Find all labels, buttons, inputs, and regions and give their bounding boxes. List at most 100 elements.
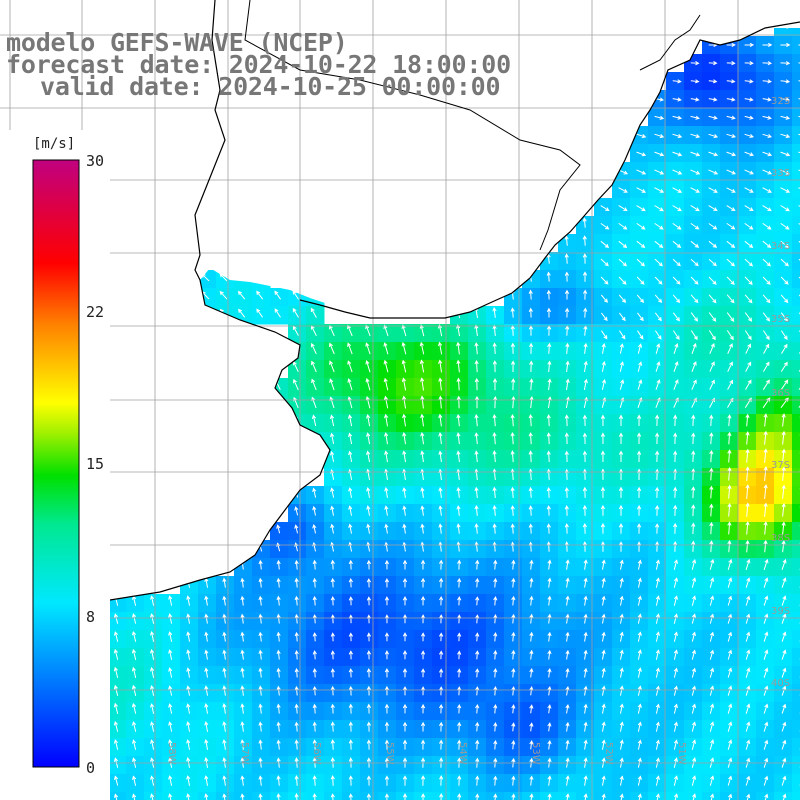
wind-arrow: [384, 523, 389, 534]
wind-cell: [792, 252, 800, 271]
wind-arrow: [709, 631, 715, 642]
wind-arrow: [564, 505, 569, 516]
wind-arrow: [402, 505, 407, 516]
wind-arrow: [654, 450, 660, 463]
wind-arrow: [276, 524, 281, 534]
wind-cell: [792, 522, 800, 541]
wind-arrow: [438, 721, 444, 732]
wind-arrow: [294, 667, 299, 678]
wind-cell: [792, 666, 800, 685]
colorbar-unit: [m/s]: [33, 136, 75, 152]
wind-arrow: [420, 614, 426, 624]
wind-arrow: [637, 721, 642, 732]
wind-arrow: [366, 739, 372, 750]
wind-arrow: [131, 630, 137, 642]
wind-arrow: [763, 502, 768, 517]
wind-arrow: [601, 360, 606, 372]
wind-arrow: [708, 330, 716, 341]
wind-arrow: [565, 775, 570, 786]
wind-arrow: [420, 559, 426, 570]
wind-arrow: [511, 704, 516, 714]
wind-arrow: [709, 432, 714, 445]
wind-arrow: [365, 324, 371, 337]
wind-arrow: [475, 614, 480, 624]
wind-cell: [792, 576, 800, 595]
wind-arrow: [601, 631, 606, 642]
wind-arrow: [762, 330, 770, 341]
wind-arrow: [437, 341, 443, 355]
wind-arrow: [744, 276, 753, 285]
wind-arrow: [601, 559, 606, 570]
wind-arrow: [762, 151, 773, 157]
wind-cell: [792, 90, 800, 109]
wind-arrow: [654, 312, 662, 322]
wind-arrow: [510, 307, 515, 318]
wind-arrow: [781, 502, 786, 517]
wind-arrow: [691, 379, 697, 390]
wind-arrow: [691, 631, 696, 642]
wind-arrow: [348, 559, 353, 570]
wind-arrow: [511, 378, 516, 391]
wind-arrow: [311, 414, 317, 427]
wind-arrow: [727, 431, 732, 445]
wind-arrow: [294, 577, 299, 588]
wind-arrow: [294, 775, 299, 786]
wind-arrow: [330, 775, 335, 786]
wind-arrow: [782, 793, 787, 800]
wind-arrow: [492, 342, 497, 355]
wind-arrow: [637, 685, 642, 696]
wind-arrow: [709, 540, 714, 553]
wind-arrow: [673, 631, 678, 642]
wind-arrow: [402, 793, 408, 800]
wind-arrow: [565, 721, 570, 732]
wind-arrow: [439, 793, 444, 800]
wind-arrow: [402, 559, 408, 570]
wind-arrow: [744, 151, 754, 157]
wind-arrow: [402, 596, 408, 606]
wind-arrow: [310, 342, 317, 355]
wind-arrow: [365, 342, 371, 355]
wind-cell: [792, 180, 800, 199]
wind-arrow: [744, 187, 754, 193]
wind-arrow: [150, 595, 155, 606]
wind-arrow: [745, 649, 751, 660]
wind-arrow: [763, 430, 768, 445]
wind-arrow: [619, 739, 624, 750]
wind-arrow: [691, 721, 697, 732]
wind-arrow: [365, 377, 371, 391]
wind-arrow: [781, 540, 786, 553]
wind-arrow: [745, 521, 750, 535]
wind-arrow: [276, 721, 281, 732]
wind-arrow: [727, 558, 733, 571]
wind-arrow: [673, 414, 678, 427]
wind-arrow: [276, 649, 281, 660]
wind-arrow: [292, 307, 299, 318]
wind-arrow: [401, 341, 407, 355]
wind-arrow: [619, 613, 624, 624]
wind-arrow: [780, 222, 790, 230]
wind-arrow: [691, 613, 697, 624]
wind-arrow: [619, 379, 625, 390]
wind-arrow: [493, 685, 498, 696]
wind-arrow: [565, 703, 570, 714]
wind-arrow: [276, 577, 281, 588]
wind-arrow: [763, 577, 769, 588]
wind-arrow: [168, 667, 173, 678]
wind-arrow: [654, 258, 663, 267]
wind-arrow: [780, 258, 789, 267]
wind-arrow: [763, 558, 769, 571]
wind-arrow: [294, 631, 299, 642]
wind-arrow: [402, 721, 408, 732]
wind-arrow: [582, 432, 588, 445]
wind-arrow: [726, 240, 736, 248]
wind-arrow: [348, 703, 353, 714]
wind-arrow: [672, 276, 681, 285]
wind-arrow: [673, 432, 678, 445]
wind-arrow: [672, 79, 682, 84]
wind-arrow: [330, 559, 335, 570]
wind-arrow: [780, 330, 788, 340]
wind-arrow: [745, 595, 751, 606]
coastline-uruguay: [299, 21, 800, 319]
wind-arrow: [600, 294, 608, 303]
wind-arrow: [204, 738, 209, 750]
